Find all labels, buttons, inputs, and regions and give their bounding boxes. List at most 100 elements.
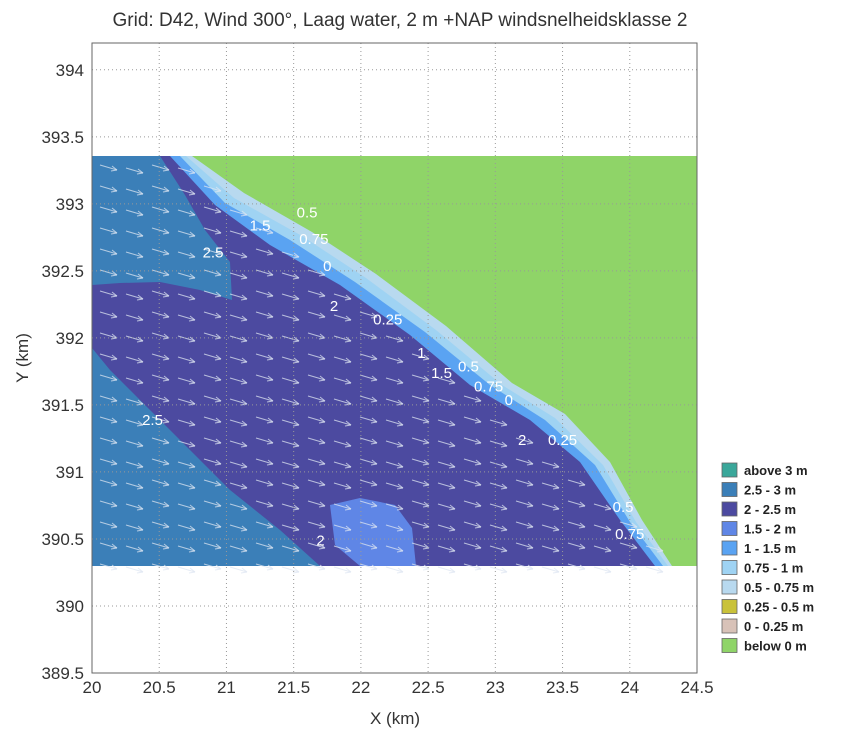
- wind-vector-head: [110, 501, 118, 508]
- wind-vector-head: [396, 483, 404, 490]
- wind-vector: [281, 482, 300, 489]
- wind-vector: [203, 269, 222, 276]
- wind-vector: [255, 500, 274, 507]
- wind-vector-head: [110, 165, 118, 172]
- wind-vector-head: [448, 441, 456, 448]
- wind-vector: [203, 311, 222, 318]
- wind-vector-head: [266, 270, 274, 277]
- y-axis-label: Y (km): [13, 333, 32, 383]
- wind-vector-head: [318, 543, 326, 550]
- wind-vector-head: [240, 336, 248, 343]
- wind-vector: [281, 503, 300, 510]
- wind-vector: [125, 440, 144, 447]
- wind-vector: [359, 563, 378, 570]
- wind-vector: [411, 458, 430, 465]
- wind-vector: [359, 542, 378, 549]
- wind-vector-head: [344, 315, 352, 322]
- wind-vector: [255, 290, 274, 297]
- wind-vector: [281, 314, 300, 321]
- wind-vector-head: [136, 252, 144, 259]
- depth-regions: [92, 156, 697, 566]
- contour-label: 0: [323, 258, 331, 275]
- contour-label: 1: [417, 345, 425, 362]
- wind-vector-head: [292, 336, 300, 343]
- contour-label: 2: [518, 432, 526, 449]
- wind-vector: [177, 356, 196, 363]
- wind-vector: [411, 521, 430, 528]
- wind-vector: [151, 353, 170, 360]
- wind-vector: [593, 503, 612, 510]
- wind-vector-head: [136, 210, 144, 217]
- wind-vector-head: [318, 354, 326, 361]
- wind-vector: [333, 293, 352, 300]
- wind-vector: [125, 461, 144, 468]
- contour-label: 0.5: [613, 499, 634, 516]
- wind-vector-head: [526, 480, 534, 487]
- wind-vector-head: [214, 228, 222, 235]
- wind-vector: [177, 209, 196, 216]
- wind-vector: [515, 500, 534, 507]
- wind-vector-head: [552, 567, 560, 574]
- wind-vector: [229, 566, 248, 573]
- wind-vector: [99, 332, 118, 339]
- wind-vector: [151, 374, 170, 381]
- wind-vector-head: [422, 417, 430, 424]
- wind-vector: [541, 461, 560, 468]
- wind-vector: [359, 500, 378, 507]
- wind-vector-head: [110, 438, 118, 445]
- wind-vector-head: [474, 480, 482, 487]
- wind-vector: [203, 437, 222, 444]
- wind-vector-head: [292, 483, 300, 490]
- wind-vector: [359, 479, 378, 486]
- wind-vector-head: [422, 480, 430, 487]
- wind-vector: [151, 479, 170, 486]
- wind-vector-head: [188, 315, 196, 322]
- wind-vector-head: [188, 441, 196, 448]
- wind-vector-head: [370, 375, 378, 382]
- wind-vector-head: [188, 378, 196, 385]
- wind-vector: [385, 566, 404, 573]
- wind-vector: [99, 374, 118, 381]
- wind-vector: [99, 458, 118, 465]
- wind-vector-head: [240, 315, 248, 322]
- wind-vector-head: [266, 249, 274, 256]
- wind-vector-head: [240, 525, 248, 532]
- wind-vector-head: [396, 567, 404, 574]
- wind-vector: [307, 542, 326, 549]
- wind-vector-head: [162, 186, 170, 193]
- wind-vector-head: [370, 501, 378, 508]
- wind-vector-head: [448, 462, 456, 469]
- wind-vector: [151, 206, 170, 213]
- wind-vector-head: [292, 504, 300, 511]
- wind-vector: [203, 563, 222, 570]
- wind-vector-head: [500, 420, 508, 427]
- wind-vector: [151, 290, 170, 297]
- y-tick-label: 390: [56, 597, 84, 616]
- wind-vector-head: [162, 312, 170, 319]
- wind-vector-head: [344, 336, 352, 343]
- wind-vector: [333, 335, 352, 342]
- wind-vector: [463, 395, 482, 402]
- wind-vector: [385, 482, 404, 489]
- wind-vector: [333, 461, 352, 468]
- plot-frame: [91, 42, 698, 674]
- wind-vector-head: [422, 564, 430, 571]
- wind-vector: [515, 563, 534, 570]
- wind-vector: [125, 293, 144, 300]
- wind-vector: [411, 374, 430, 381]
- wind-vector: [255, 248, 274, 255]
- wind-vector-head: [344, 504, 352, 511]
- wind-vector: [177, 377, 196, 384]
- wind-vector-head: [292, 525, 300, 532]
- contour-label: 1.5: [431, 365, 452, 382]
- wind-vector-head: [240, 231, 248, 238]
- wind-vector-head: [214, 396, 222, 403]
- wind-vector: [151, 332, 170, 339]
- wind-vector-head: [188, 567, 196, 574]
- legend-swatch: [721, 599, 738, 614]
- wind-vector-head: [396, 336, 404, 343]
- wind-vector: [359, 311, 378, 318]
- wind-vector: [125, 230, 144, 237]
- wind-vector-head: [318, 459, 326, 466]
- wind-vector-head: [240, 378, 248, 385]
